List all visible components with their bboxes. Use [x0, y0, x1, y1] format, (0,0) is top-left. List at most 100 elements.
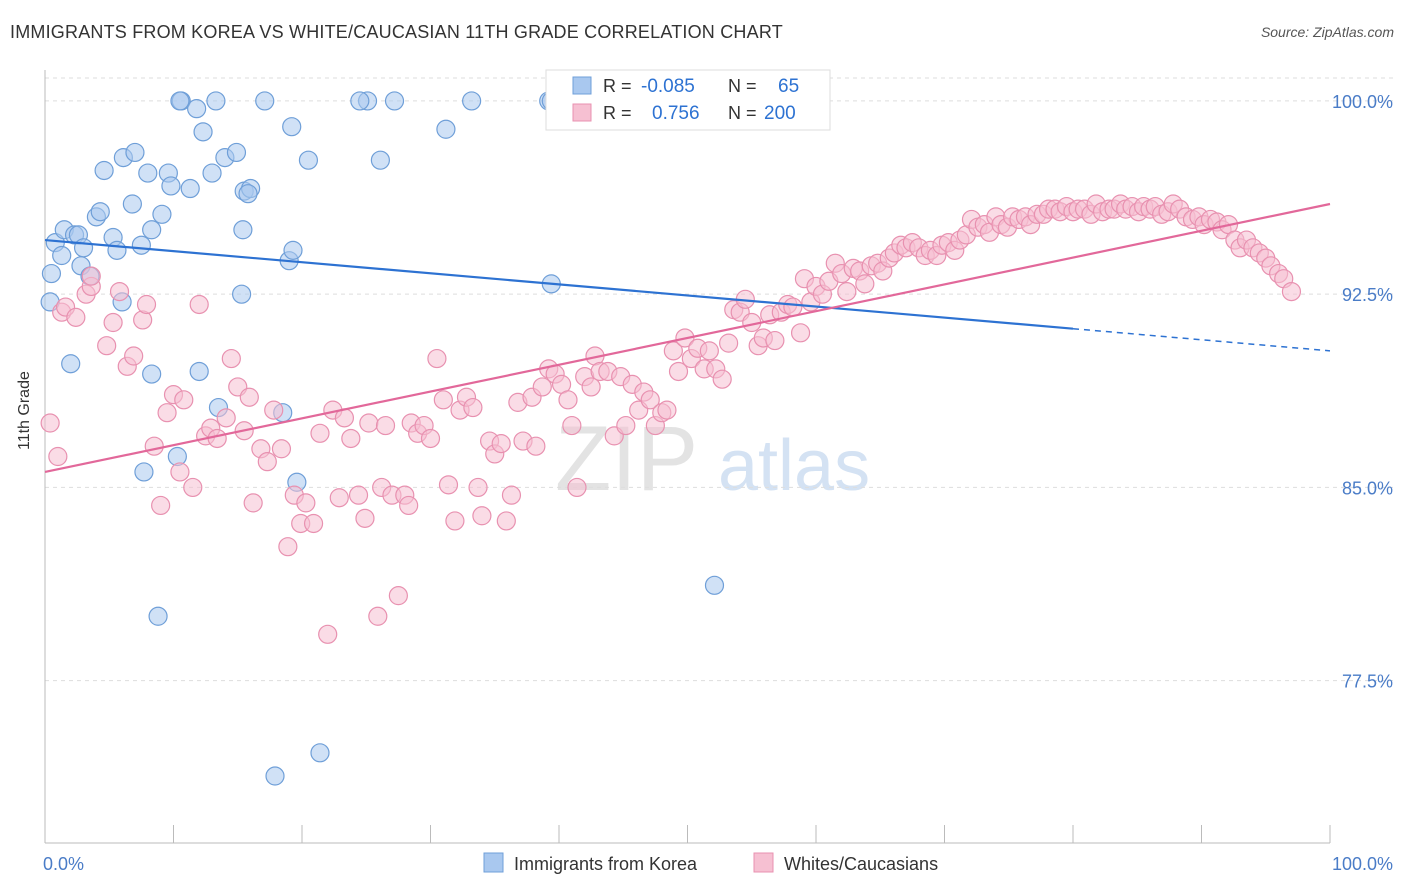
point-korea — [138, 163, 158, 183]
point-white — [496, 511, 516, 531]
point-korea — [131, 235, 151, 255]
point-korea — [73, 238, 94, 258]
point-korea — [370, 150, 390, 170]
stats-legend-r-label-korea: R = — [603, 76, 632, 96]
point-white — [239, 387, 259, 407]
point-white — [278, 537, 298, 557]
point-white — [189, 294, 209, 315]
trend-line-korea-projection — [1072, 327, 1331, 352]
point-korea — [298, 150, 319, 170]
point-korea — [226, 142, 247, 163]
x-tick-labels: 0.0% 100.0% — [43, 854, 1393, 874]
y-tick-labels: 100.0% 92.5% 85.0% 77.5% — [1332, 92, 1393, 692]
point-korea — [265, 766, 285, 786]
point-korea — [436, 119, 456, 139]
bottom-legend: Immigrants from Korea Whites/Caucasians — [483, 852, 938, 874]
point-white — [341, 428, 361, 449]
chart-title: IMMIGRANTS FROM KOREA VS WHITE/CAUCASIAN… — [10, 22, 783, 42]
point-korea — [189, 361, 209, 382]
point-white — [264, 400, 284, 420]
point-white — [359, 413, 379, 433]
point-white — [562, 415, 582, 436]
point-white — [855, 274, 875, 294]
watermark: ZIP atlas — [555, 408, 870, 510]
point-white — [567, 477, 587, 498]
watermark-atlas: atlas — [718, 426, 870, 506]
point-korea — [142, 364, 162, 384]
stats-legend: R = -0.085 N = 65 R = 0.756 N = 200 — [545, 69, 831, 131]
point-white — [40, 413, 60, 433]
point-white — [699, 341, 719, 361]
point-white — [438, 475, 459, 495]
axes — [44, 70, 1331, 844]
stats-legend-n-label-korea: N = — [728, 76, 757, 96]
point-white — [303, 513, 324, 534]
point-white — [318, 624, 338, 644]
point-white — [790, 323, 811, 343]
legend-swatch-white — [753, 852, 774, 873]
point-white — [151, 495, 171, 516]
point-white — [271, 439, 292, 459]
x-tick-label: 0.0% — [43, 854, 84, 874]
point-korea — [170, 91, 190, 111]
trend-line-white — [44, 202, 1331, 474]
point-white — [310, 423, 330, 443]
point-korea — [384, 91, 405, 111]
point-white — [558, 390, 578, 410]
point-white — [399, 495, 419, 516]
trend-line-korea — [44, 238, 1074, 330]
point-korea — [232, 284, 252, 304]
point-white — [48, 446, 68, 467]
point-white — [1281, 281, 1302, 302]
point-white — [532, 377, 552, 397]
y-tick-label: 85.0% — [1342, 478, 1393, 498]
point-korea — [122, 194, 142, 214]
stats-legend-r-label-white: R = — [603, 103, 632, 123]
point-korea — [161, 176, 181, 196]
point-white — [420, 428, 441, 449]
point-korea — [193, 122, 213, 142]
point-white — [257, 452, 277, 472]
stats-legend-r-value-korea: -0.085 — [641, 76, 695, 97]
series-white-points — [40, 194, 1302, 644]
point-korea — [125, 142, 145, 163]
stats-legend-n-label-white: N = — [728, 103, 757, 123]
point-white — [783, 297, 803, 317]
point-korea — [52, 245, 72, 266]
point-korea — [142, 220, 162, 240]
stats-legend-swatch-white — [572, 103, 592, 122]
point-white — [348, 485, 369, 505]
point-white — [221, 348, 241, 369]
point-white — [712, 369, 732, 389]
point-korea — [282, 117, 302, 137]
point-korea — [206, 91, 226, 111]
point-white — [668, 361, 689, 382]
y-tick-label: 77.5% — [1342, 672, 1393, 692]
point-white — [640, 390, 660, 410]
point-korea — [704, 575, 725, 595]
point-white — [136, 294, 157, 315]
stats-legend-r-value-white: 0.756 — [652, 103, 700, 124]
point-korea — [462, 91, 482, 111]
stats-legend-n-value-korea: 65 — [778, 76, 799, 97]
point-white — [124, 346, 144, 366]
point-white — [97, 336, 117, 356]
point-white — [837, 281, 857, 302]
point-white — [472, 506, 492, 526]
legend-swatch-korea — [483, 852, 504, 873]
y-tick-label: 92.5% — [1342, 285, 1393, 305]
point-white — [581, 377, 601, 397]
point-white — [526, 436, 546, 456]
point-korea — [310, 743, 330, 763]
point-white — [170, 462, 190, 482]
stats-legend-swatch-korea — [572, 76, 592, 95]
point-white — [144, 436, 164, 456]
point-white — [491, 434, 511, 454]
point-korea — [107, 240, 127, 260]
point-korea — [134, 462, 154, 482]
series-korea-points — [40, 91, 725, 786]
point-white — [719, 333, 739, 353]
point-white — [463, 397, 483, 418]
